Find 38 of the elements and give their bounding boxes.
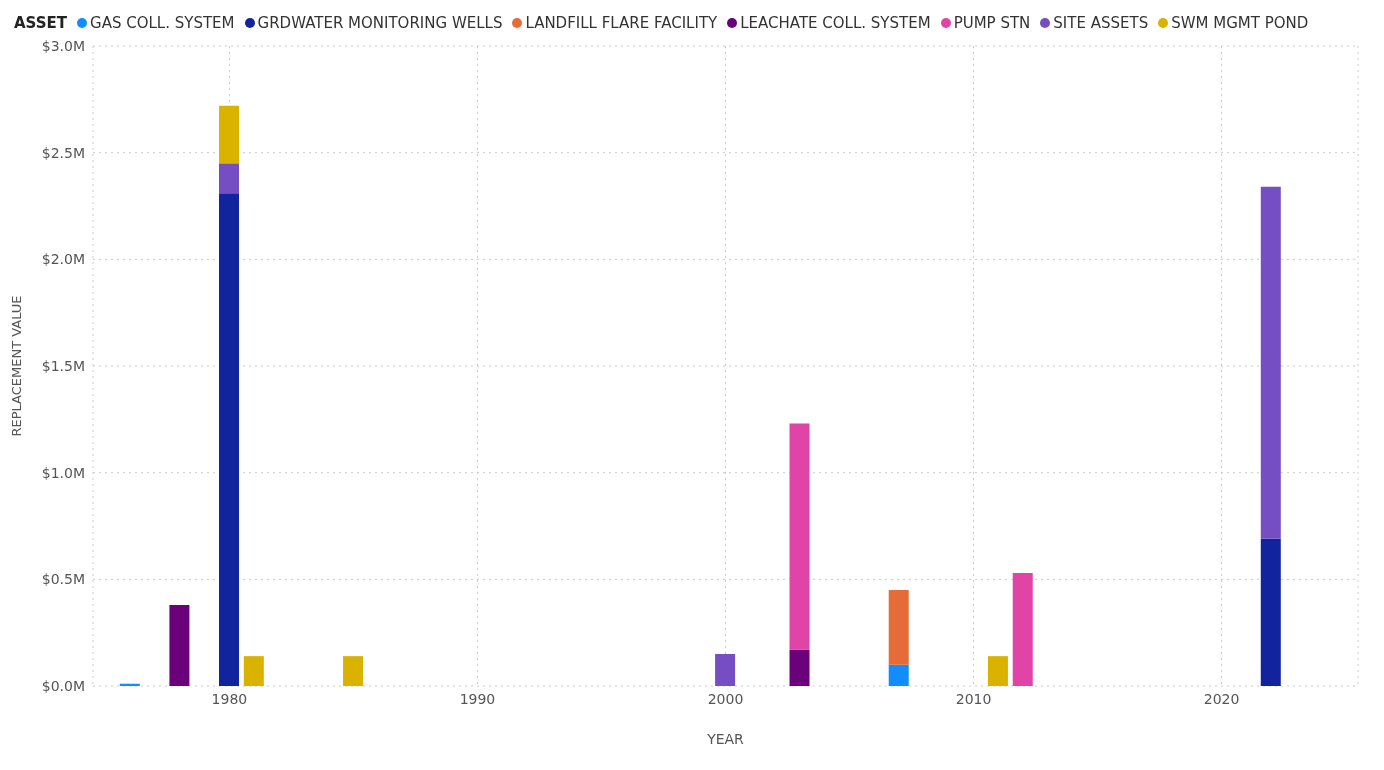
legend-label: SWM MGMT POND	[1170, 14, 1309, 32]
bar	[243, 656, 264, 686]
bar	[343, 656, 364, 686]
bar	[1260, 186, 1281, 539]
bar	[789, 649, 810, 686]
y-tick-label: $0.5M	[41, 571, 85, 588]
y-tick-label: $2.0M	[41, 251, 85, 268]
legend-title: ASSET	[14, 14, 68, 32]
legend-label: PUMP STN	[952, 14, 1031, 32]
bar	[219, 105, 240, 164]
bar	[789, 423, 810, 650]
x-tick-label: 2000	[707, 690, 744, 707]
x-tick-label: 2020	[1203, 690, 1240, 707]
y-tick-label: $0.0M	[41, 677, 85, 694]
bar	[169, 604, 190, 686]
bar	[219, 163, 240, 194]
legend-label: LANDFILL FLARE FACILITY	[524, 14, 718, 32]
legend-label: GRDWATER MONITORING WELLS	[256, 14, 503, 32]
bar	[987, 656, 1008, 686]
x-tick-label: 1980	[211, 690, 248, 707]
legend-label: LEACHATE COLL. SYSTEM	[739, 14, 931, 32]
y-tick-label: $1.5M	[41, 357, 85, 374]
y-tick-label: $3.0M	[41, 37, 85, 54]
bar	[119, 683, 140, 686]
bar	[1260, 538, 1281, 686]
bar	[888, 590, 909, 665]
legend-label: GAS COLL. SYSTEM	[89, 14, 235, 32]
y-tick-label: $2.5M	[41, 144, 85, 161]
y-tick-label: $1.0M	[41, 464, 85, 481]
x-tick-label: 1990	[459, 690, 496, 707]
bar	[888, 664, 909, 686]
y-axis-title: REPLACEMENT VALUE	[8, 295, 24, 437]
x-axis-title: YEAR	[706, 731, 745, 747]
bar	[715, 654, 736, 686]
bar	[219, 193, 240, 686]
legend-label: SITE ASSETS	[1052, 14, 1149, 32]
bar	[1012, 572, 1033, 686]
x-tick-label: 2010	[955, 690, 992, 707]
